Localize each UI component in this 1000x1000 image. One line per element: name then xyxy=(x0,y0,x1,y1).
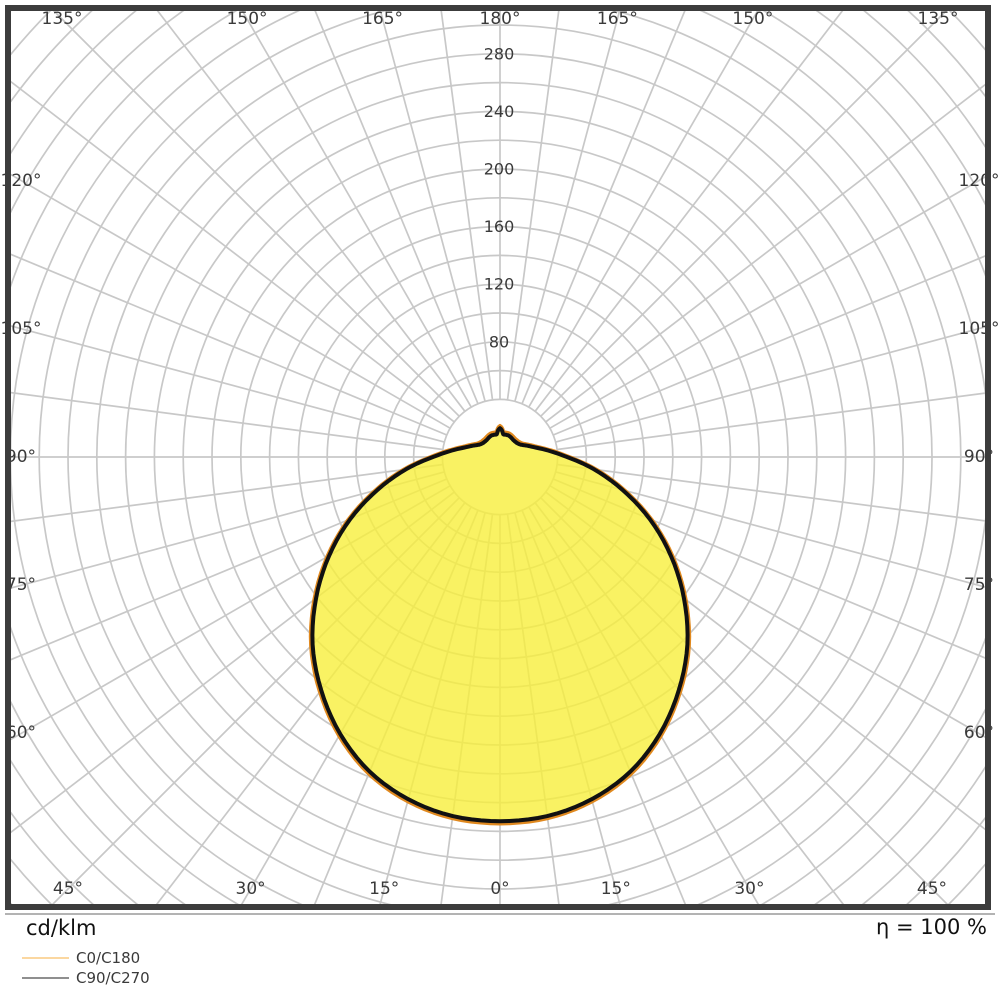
svg-text:280: 280 xyxy=(484,44,515,63)
svg-text:15°: 15° xyxy=(601,879,631,899)
svg-text:160: 160 xyxy=(484,217,515,236)
svg-text:135°: 135° xyxy=(918,9,959,29)
svg-text:0°: 0° xyxy=(490,879,509,899)
svg-text:180°: 180° xyxy=(480,9,521,29)
legend: C0/C180 C90/C270 xyxy=(22,948,150,988)
svg-text:150°: 150° xyxy=(227,9,268,29)
legend-label: C0/C180 xyxy=(76,948,141,967)
svg-text:150°: 150° xyxy=(732,9,773,29)
svg-text:120°: 120° xyxy=(959,171,1000,191)
svg-text:200: 200 xyxy=(484,160,515,179)
svg-text:45°: 45° xyxy=(917,879,947,899)
svg-text:80: 80 xyxy=(489,332,509,351)
svg-text:90°: 90° xyxy=(6,447,36,467)
svg-text:30°: 30° xyxy=(236,879,266,899)
legend-item-c0-c180: C0/C180 xyxy=(22,948,150,968)
svg-text:240: 240 xyxy=(484,102,515,121)
svg-text:30°: 30° xyxy=(734,879,764,899)
svg-text:60°: 60° xyxy=(6,723,36,743)
svg-text:15°: 15° xyxy=(369,879,399,899)
svg-text:135°: 135° xyxy=(42,9,83,29)
legend-label: C90/C270 xyxy=(76,968,150,987)
svg-text:75°: 75° xyxy=(6,575,36,595)
svg-text:45°: 45° xyxy=(53,879,83,899)
svg-text:120: 120 xyxy=(484,275,515,294)
svg-text:105°: 105° xyxy=(959,319,1000,339)
svg-text:165°: 165° xyxy=(362,9,403,29)
c0-c180-line-swatch xyxy=(22,957,69,959)
efficiency-label: η = 100 % xyxy=(876,915,987,939)
svg-text:165°: 165° xyxy=(597,9,638,29)
legend-item-c90-c270: C90/C270 xyxy=(22,968,150,988)
radial-units-label: cd/klm xyxy=(26,916,97,940)
c90-c270-line-swatch xyxy=(22,977,69,979)
